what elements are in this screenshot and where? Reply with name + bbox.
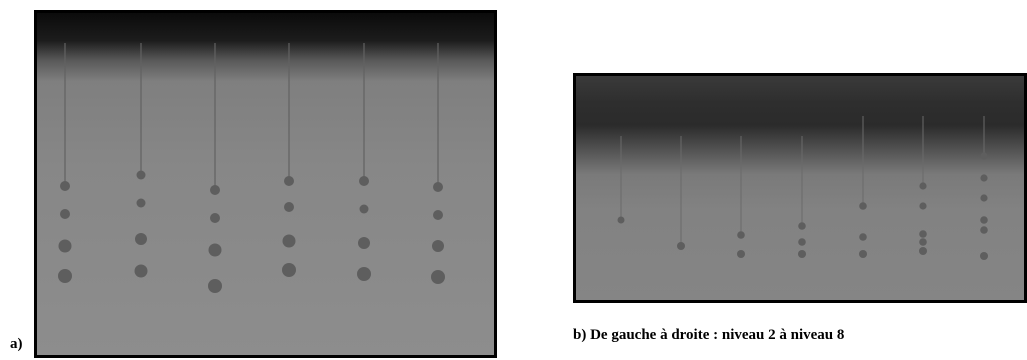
droplet bbox=[433, 182, 443, 192]
droplet bbox=[359, 204, 369, 214]
droplet bbox=[357, 267, 371, 281]
droplet bbox=[798, 238, 806, 246]
droplet bbox=[859, 250, 867, 258]
droplet bbox=[980, 194, 988, 202]
droplet bbox=[359, 176, 369, 186]
droplets bbox=[58, 170, 445, 293]
fiber-lines bbox=[64, 43, 439, 188]
droplet bbox=[208, 279, 222, 293]
droplet bbox=[798, 250, 806, 258]
fiber-lines bbox=[620, 116, 985, 244]
droplet bbox=[135, 233, 147, 245]
droplet bbox=[919, 230, 927, 238]
droplet bbox=[60, 209, 70, 219]
droplet-fibers-b bbox=[617, 116, 988, 260]
panel-b-caption: b) De gauche à droite : niveau 2 à nivea… bbox=[573, 327, 845, 343]
droplet bbox=[980, 226, 988, 234]
droplet bbox=[282, 234, 296, 248]
droplet bbox=[737, 250, 745, 258]
droplet bbox=[210, 185, 220, 195]
photo-panel-b bbox=[573, 73, 1027, 303]
droplet bbox=[737, 231, 745, 239]
droplet bbox=[859, 233, 867, 241]
droplet bbox=[210, 213, 220, 223]
droplet bbox=[431, 270, 445, 284]
droplets bbox=[617, 152, 988, 260]
droplet bbox=[859, 202, 867, 210]
droplet bbox=[980, 216, 988, 224]
droplet bbox=[58, 239, 72, 253]
droplet bbox=[980, 152, 988, 160]
photo-panel-a bbox=[34, 10, 497, 358]
droplet bbox=[980, 174, 988, 182]
droplet bbox=[980, 252, 988, 260]
droplet bbox=[208, 243, 222, 257]
droplet bbox=[919, 202, 927, 210]
panel-a-label: a) bbox=[10, 336, 23, 352]
droplet bbox=[432, 240, 444, 252]
droplet bbox=[60, 181, 70, 191]
droplet bbox=[798, 222, 806, 230]
droplet bbox=[433, 210, 443, 220]
droplet bbox=[919, 247, 927, 255]
droplet bbox=[919, 182, 927, 190]
droplet bbox=[136, 198, 146, 208]
droplet bbox=[284, 202, 294, 212]
droplet bbox=[58, 269, 72, 283]
droplet bbox=[282, 263, 296, 277]
droplet bbox=[677, 242, 685, 250]
droplet bbox=[919, 238, 927, 246]
droplet bbox=[136, 170, 146, 180]
droplet bbox=[134, 264, 148, 278]
droplet bbox=[284, 176, 294, 186]
droplet bbox=[358, 237, 370, 249]
droplet-fibers-a bbox=[58, 43, 445, 293]
droplet bbox=[617, 216, 625, 224]
